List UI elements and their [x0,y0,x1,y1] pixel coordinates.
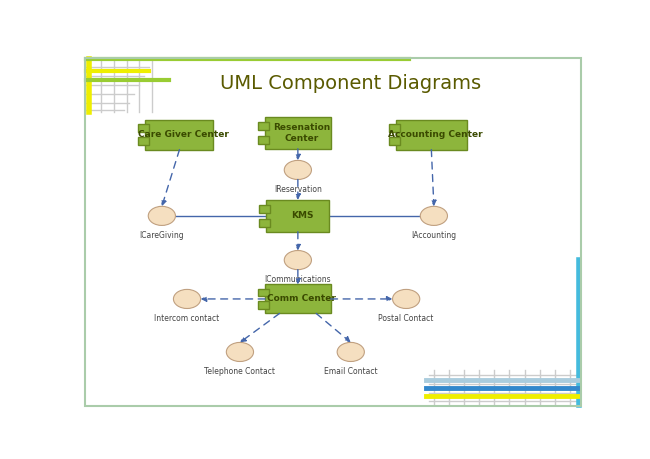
Text: Comm Center: Comm Center [267,294,336,303]
FancyBboxPatch shape [265,117,331,149]
FancyBboxPatch shape [258,302,269,309]
FancyBboxPatch shape [266,200,330,232]
Circle shape [393,290,420,308]
Text: Care Giver Center: Care Giver Center [138,130,229,139]
FancyBboxPatch shape [138,137,150,145]
Circle shape [421,207,447,225]
Text: IAccounting: IAccounting [411,231,456,240]
FancyBboxPatch shape [259,219,270,227]
Text: Accounting Center: Accounting Center [388,130,483,139]
FancyBboxPatch shape [396,120,467,150]
Circle shape [284,160,311,179]
Text: UML Component Diagrams: UML Component Diagrams [220,74,481,93]
FancyBboxPatch shape [138,124,150,132]
Circle shape [284,251,311,269]
FancyBboxPatch shape [258,289,269,297]
Circle shape [337,342,365,362]
Circle shape [148,207,176,225]
FancyBboxPatch shape [265,285,331,313]
FancyBboxPatch shape [146,120,213,150]
Text: Resenation
Center: Resenation Center [273,123,330,143]
Text: ICommunications: ICommunications [265,275,331,284]
Circle shape [226,342,254,362]
Text: IReservation: IReservation [274,185,322,194]
FancyBboxPatch shape [389,137,400,145]
FancyBboxPatch shape [259,205,270,213]
Text: Intercom contact: Intercom contact [155,314,220,323]
FancyBboxPatch shape [258,136,269,144]
Circle shape [174,290,201,308]
FancyBboxPatch shape [389,124,400,132]
Text: Email Contact: Email Contact [324,367,378,376]
Text: KMS: KMS [291,212,313,220]
Text: Postal Contact: Postal Contact [378,314,434,323]
FancyBboxPatch shape [258,122,269,130]
Text: Telephone Contact: Telephone Contact [205,367,276,376]
Text: ICareGiving: ICareGiving [140,231,184,240]
